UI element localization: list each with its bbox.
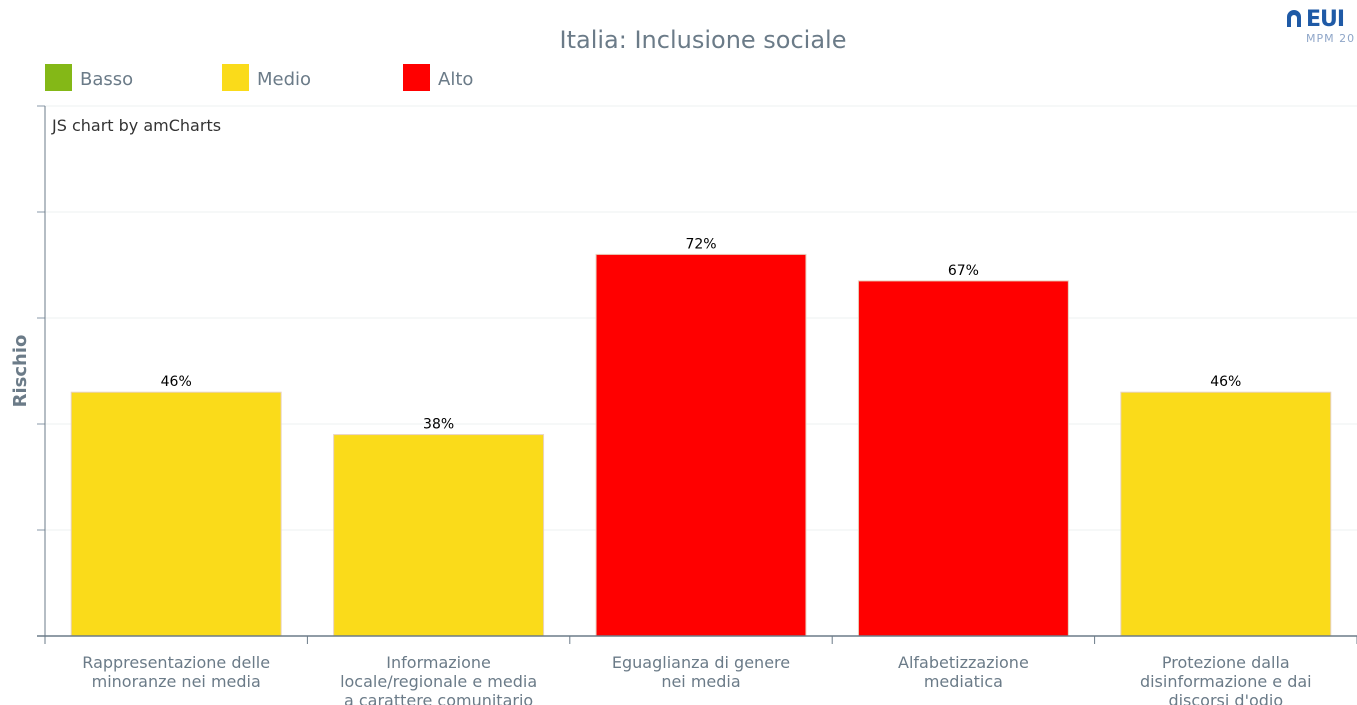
legend: Basso Medio Alto <box>45 64 473 91</box>
bar[interactable] <box>1120 391 1332 637</box>
x-tick-label: Eguaglianza di genere <box>612 653 790 672</box>
chart-title: Italia: Inclusione sociale <box>560 26 847 54</box>
bar[interactable] <box>595 253 807 637</box>
value-labels: 46% 38% 72% 67% 46% <box>161 236 1242 432</box>
bar-value-label: 38% <box>423 417 454 433</box>
axes <box>37 105 1357 644</box>
x-tick-label: Informazione <box>386 653 491 672</box>
eui-arch-icon <box>1287 10 1301 27</box>
x-tick-label: minoranze nei media <box>92 672 261 691</box>
x-tick-label: nei media <box>661 672 740 691</box>
x-tick-label: Protezione dalla <box>1162 653 1290 672</box>
x-tick-label: a carattere comunitario <box>344 691 533 705</box>
x-tick-label: locale/regionale e media <box>340 672 537 691</box>
eui-logo: EUI MPM 20 <box>1284 6 1357 48</box>
y-axis-label: Rischio <box>10 335 31 408</box>
bar-value-label: 46% <box>161 374 192 390</box>
x-tick-label: mediatica <box>924 672 1003 691</box>
bar[interactable] <box>70 391 282 637</box>
legend-swatch[interactable] <box>403 64 430 91</box>
bar-value-label: 72% <box>685 236 716 252</box>
x-tick-label: Rappresentazione delle <box>82 653 270 672</box>
legend-label[interactable]: Alto <box>438 69 473 90</box>
x-tick-label: Alfabetizzazione <box>898 653 1029 672</box>
bar[interactable] <box>857 280 1069 637</box>
bar[interactable] <box>333 434 545 637</box>
legend-label[interactable]: Medio <box>257 69 311 90</box>
eui-logo-text: EUI <box>1306 7 1345 32</box>
bars <box>70 253 1332 637</box>
amcharts-credit[interactable]: JS chart by amCharts <box>51 116 221 135</box>
x-tick-label: disinformazione e dai <box>1140 672 1312 691</box>
mpm-logo-text: MPM 20 <box>1306 32 1356 45</box>
legend-swatch[interactable] <box>45 64 72 91</box>
bar-value-label: 67% <box>948 263 979 279</box>
legend-label[interactable]: Basso <box>80 69 133 90</box>
legend-swatch[interactable] <box>222 64 249 91</box>
bar-value-label: 46% <box>1210 374 1241 390</box>
x-tick-label: discorsi d'odio <box>1168 691 1283 705</box>
